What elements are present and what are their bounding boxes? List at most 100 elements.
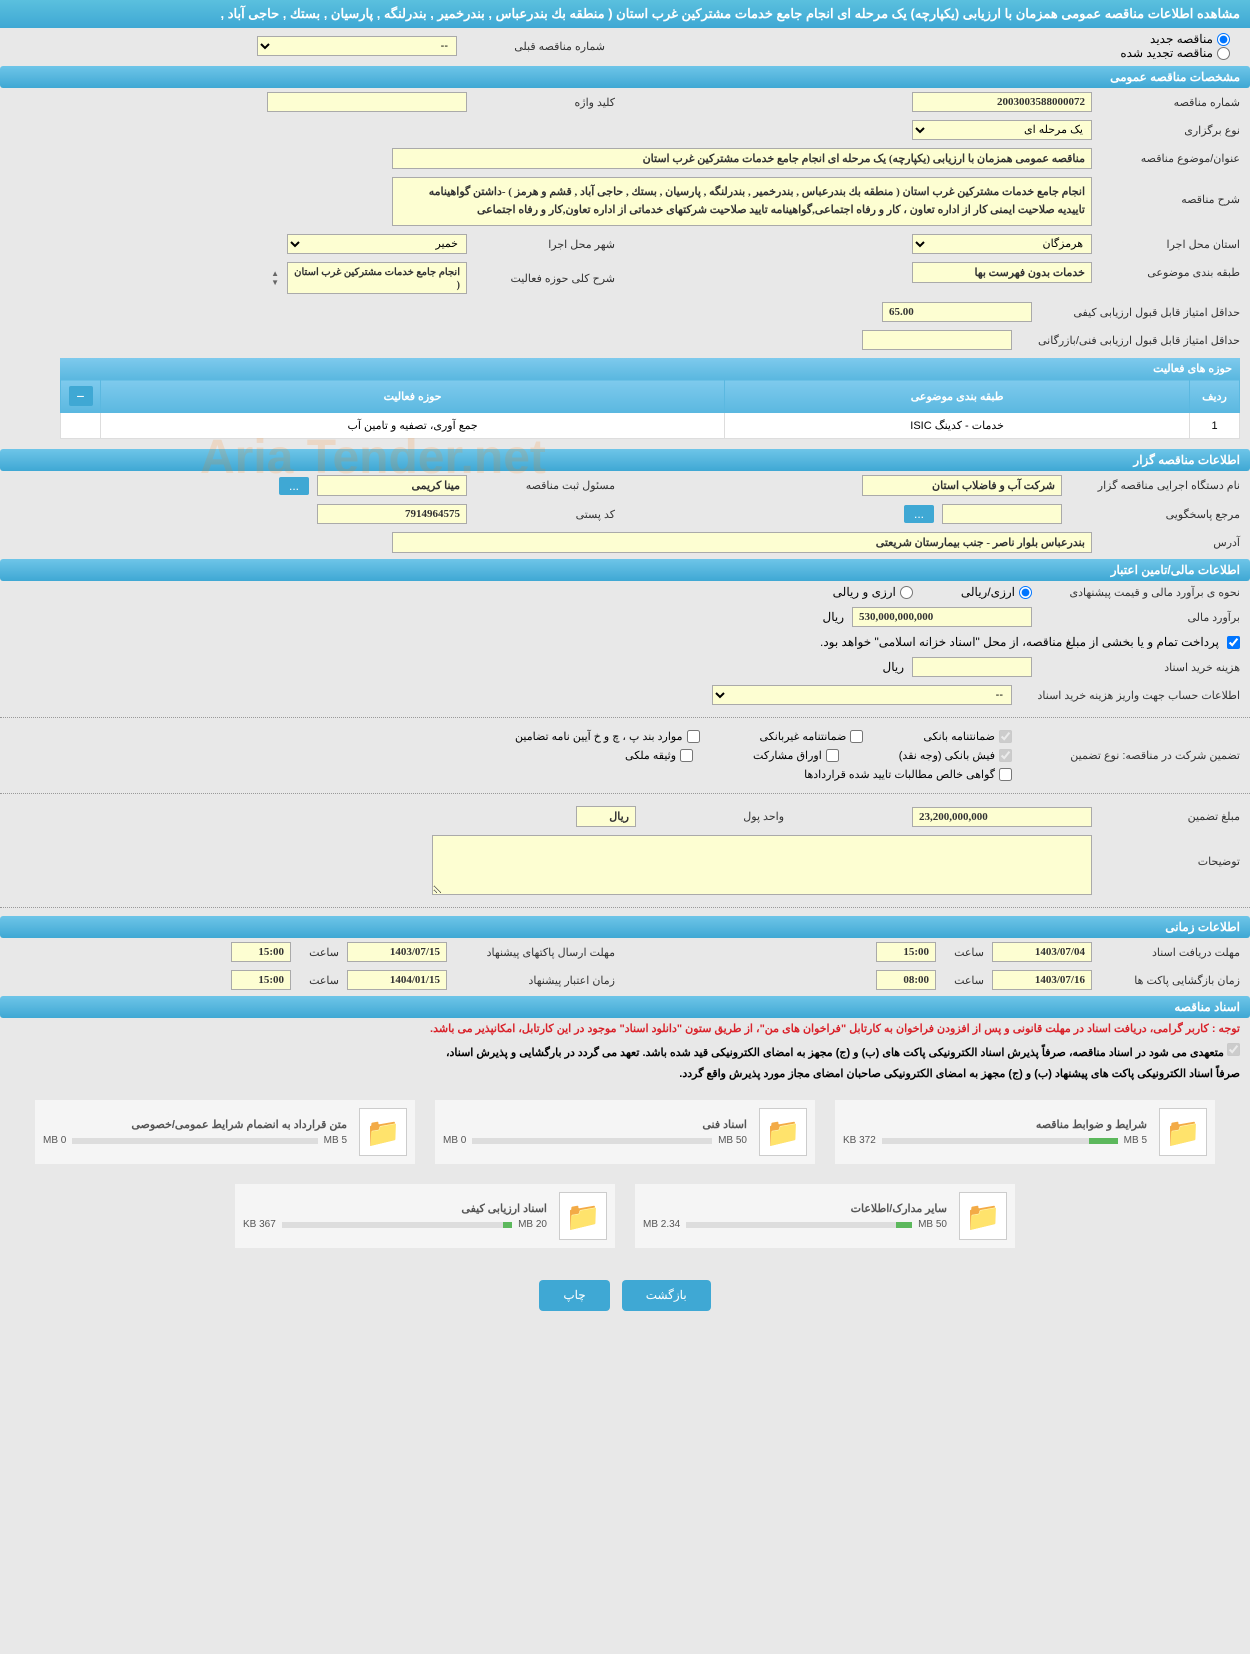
collapse-button[interactable]: −	[69, 386, 93, 406]
min-quality-label: حداقل امتیاز قابل قبول ارزیابی کیفی	[1040, 306, 1240, 319]
print-button[interactable]: چاپ	[539, 1280, 609, 1311]
radio-renewed[interactable]	[1217, 47, 1230, 60]
commitment-checkbox	[1227, 1043, 1240, 1056]
opening-label: زمان بازگشایی پاکت ها	[1100, 974, 1240, 987]
submit-deadline-time: 15:00	[231, 942, 291, 962]
files-grid: 📁 شرایط و ضوابط مناقصه 5 MB 372 KB 📁 اسن…	[0, 1084, 1250, 1264]
divider-3	[0, 907, 1250, 908]
registrar-value: مینا کریمی	[317, 475, 467, 496]
file-bar	[472, 1138, 712, 1144]
red-note: توجه : کاربر گرامی، دریافت اسناد در مهلت…	[0, 1018, 1250, 1039]
section-organizer: اطلاعات مناقصه گزار	[0, 449, 1250, 471]
section-documents: اسناد مناقصه	[0, 996, 1250, 1018]
file-used: 367 KB	[243, 1219, 276, 1230]
tender-new-radio[interactable]: مناقصه جدید	[645, 32, 1230, 46]
org-name-label: نام دستگاه اجرایی مناقصه گزار	[1070, 479, 1240, 492]
radio-new-label: مناقصه جدید	[1150, 32, 1213, 46]
file-title: اسناد فنی	[443, 1118, 747, 1131]
currency-unit: ریال	[822, 610, 844, 624]
file-card[interactable]: 📁 متن قرارداد به انضمام شرایط عمومی/خصوص…	[35, 1100, 415, 1164]
radio-renewed-label: مناقصه تجدید شده	[1120, 46, 1213, 60]
category-label: طبقه بندی موضوعی	[1100, 266, 1240, 279]
divider	[0, 717, 1250, 718]
file-card[interactable]: 📁 اسناد فنی 50 MB 0 MB	[435, 1100, 815, 1164]
prev-number-select[interactable]: --	[257, 36, 457, 56]
chk-bank[interactable]: ضمانتنامه بانکی	[923, 730, 1012, 743]
city-select[interactable]: خمیر	[287, 234, 467, 254]
file-card[interactable]: 📁 سایر مدارک/اطلاعات 50 MB 2.34 MB	[635, 1184, 1015, 1248]
chk-nonbank[interactable]: ضمانتنامه غیربانکی	[760, 730, 864, 743]
currency-option-label: ارزی و ریالی	[833, 585, 896, 599]
keyword-input[interactable]	[267, 92, 467, 112]
col-row: ردیف	[1190, 380, 1240, 413]
tender-renewed-radio[interactable]: مناقصه تجدید شده	[645, 46, 1230, 60]
chk-bonds[interactable]: اوراق مشارکت	[753, 749, 839, 762]
subject-label: عنوان/موضوع مناقصه	[1100, 152, 1240, 165]
payment-note-checkbox[interactable]	[1227, 636, 1240, 649]
payment-note: پرداخت تمام و یا بخشی از مبلغ مناقصه، از…	[820, 635, 1219, 649]
file-max: 5 MB	[324, 1135, 347, 1146]
registrar-lookup-button[interactable]: ...	[279, 477, 309, 495]
guarantee-amount-value: 23,200,000,000	[912, 807, 1092, 827]
page-title: مشاهده اطلاعات مناقصه عمومی همزمان با ار…	[0, 0, 1250, 28]
section-timing: اطلاعات زمانی	[0, 916, 1250, 938]
file-max: 50 MB	[718, 1135, 747, 1146]
back-button[interactable]: بازگشت	[622, 1280, 711, 1311]
min-tech-input[interactable]	[862, 330, 1012, 350]
chk-items[interactable]: موارد بند پ ، چ و خ آیین نامه تضامین	[515, 730, 699, 743]
notes-textarea[interactable]	[432, 835, 1092, 895]
number-value: 2003003588000072	[912, 92, 1092, 112]
estimate-method-label: نحوه ی برآورد مالی و قیمت پیشنهادی	[1040, 586, 1240, 599]
folder-icon: 📁	[559, 1192, 607, 1240]
rial-option-radio[interactable]: ارزی/ریالی	[961, 585, 1032, 599]
scope-value: انجام جامع خدمات مشترکین غرب استان (	[287, 262, 467, 294]
type-select[interactable]: یک مرحله ای	[912, 120, 1092, 140]
receive-deadline-label: مهلت دریافت اسناد	[1100, 946, 1240, 959]
section-financial: اطلاعات مالی/تامین اعتبار	[0, 559, 1250, 581]
responder-lookup-button[interactable]: ...	[904, 505, 934, 523]
number-label: شماره مناقصه	[1100, 96, 1240, 109]
currency-option-radio[interactable]: ارزی و ریالی	[833, 585, 913, 599]
chk-cash[interactable]: فیش بانکی (وجه نقد)	[899, 749, 1012, 762]
time-label-4: ساعت	[299, 974, 339, 987]
file-card[interactable]: 📁 اسناد ارزیابی کیفی 20 MB 367 KB	[235, 1184, 615, 1248]
validity-date: 1404/01/15	[347, 970, 447, 990]
col-scope: حوزه فعالیت	[101, 380, 725, 413]
guarantee-label: تضمین شرکت در مناقصه: نوع تضمین	[1020, 749, 1240, 762]
subject-value: مناقصه عمومی همزمان با ارزیابی (یکپارچه)…	[392, 148, 1092, 169]
file-card[interactable]: 📁 شرایط و ضوابط مناقصه 5 MB 372 KB	[835, 1100, 1215, 1164]
time-label-1: ساعت	[944, 946, 984, 959]
file-title: سایر مدارک/اطلاعات	[643, 1202, 947, 1215]
submit-deadline-label: مهلت ارسال پاکتهای پیشنهاد	[455, 946, 615, 959]
unit-value: ریال	[576, 806, 636, 827]
account-info-label: اطلاعات حساب جهت واریز هزینه خرید اسناد	[1020, 689, 1240, 702]
file-title: متن قرارداد به انضمام شرایط عمومی/خصوصی	[43, 1118, 347, 1131]
scope-label: شرح کلی حوزه فعالیت	[475, 272, 615, 285]
chk-receivables[interactable]: گواهی خالص مطالبات تایید شده قراردادها	[804, 768, 1012, 781]
radio-new[interactable]	[1217, 33, 1230, 46]
file-max: 50 MB	[918, 1219, 947, 1230]
min-quality-value: 65.00	[882, 302, 1032, 322]
account-info-select[interactable]: --	[712, 685, 1012, 705]
file-used: 0 MB	[443, 1135, 466, 1146]
file-bar	[686, 1222, 912, 1228]
black-note2: صرفاً اسناد الکترونیکی پاکت های پیشنهاد …	[0, 1063, 1250, 1084]
file-max: 20 MB	[518, 1219, 547, 1230]
purchase-cost-unit: ریال	[882, 660, 904, 674]
divider-2	[0, 793, 1250, 794]
responder-input[interactable]	[942, 504, 1062, 524]
province-select[interactable]: هرمزگان	[912, 234, 1092, 254]
scroll-icon[interactable]: ▲▼	[271, 269, 279, 287]
row1-num: 1	[1190, 413, 1240, 439]
folder-icon: 📁	[359, 1108, 407, 1156]
opening-time: 08:00	[876, 970, 936, 990]
purchase-cost-input[interactable]	[912, 657, 1032, 677]
file-used: 0 MB	[43, 1135, 66, 1146]
row1-cat: خدمات - کدینگ ISIC	[725, 413, 1190, 439]
org-name-value: شرکت آب و فاضلاب استان	[862, 475, 1062, 496]
black-note1: متعهدی می شود در اسناد مناقصه، صرفاً پذی…	[446, 1047, 1224, 1059]
category-value: خدمات بدون فهرست بها	[912, 262, 1092, 283]
chk-property[interactable]: وثیقه ملکی	[625, 749, 693, 762]
address-label: آدرس	[1100, 536, 1240, 549]
time-label-2: ساعت	[944, 974, 984, 987]
